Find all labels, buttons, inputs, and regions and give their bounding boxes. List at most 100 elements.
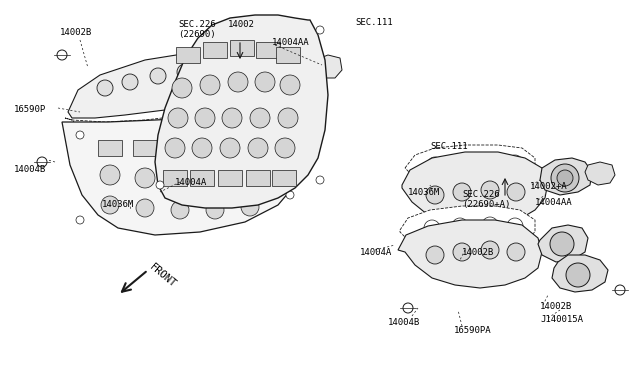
Circle shape [172, 78, 192, 98]
Polygon shape [68, 52, 282, 118]
Circle shape [165, 138, 185, 158]
Circle shape [101, 196, 119, 214]
Circle shape [286, 191, 294, 199]
Bar [230, 40, 254, 56]
Text: 14002B: 14002B [462, 248, 494, 257]
Circle shape [316, 26, 324, 34]
Circle shape [481, 241, 499, 259]
Circle shape [271, 54, 299, 82]
Circle shape [241, 198, 259, 216]
Text: 14004A: 14004A [360, 248, 392, 257]
Circle shape [481, 181, 499, 199]
Circle shape [280, 75, 300, 95]
Text: 14036M: 14036M [102, 200, 134, 209]
Circle shape [275, 138, 295, 158]
Polygon shape [402, 152, 548, 228]
Circle shape [192, 138, 212, 158]
Text: 14036M: 14036M [408, 188, 440, 197]
Circle shape [277, 60, 293, 76]
Polygon shape [400, 206, 535, 250]
Circle shape [103, 131, 121, 149]
Circle shape [205, 170, 225, 190]
Circle shape [168, 108, 188, 128]
Polygon shape [585, 162, 615, 185]
Polygon shape [398, 220, 542, 288]
Text: 14004AA: 14004AA [535, 198, 573, 207]
Polygon shape [62, 118, 298, 235]
Circle shape [557, 170, 573, 186]
Bar [98, 140, 122, 156]
Circle shape [206, 201, 224, 219]
Circle shape [507, 243, 525, 261]
Circle shape [507, 155, 523, 171]
Circle shape [291, 141, 299, 149]
Text: FRONT: FRONT [148, 262, 179, 290]
Bar [190, 170, 214, 186]
Circle shape [230, 62, 246, 78]
Text: 16590PA: 16590PA [454, 326, 492, 335]
Bar [246, 170, 270, 186]
Circle shape [204, 62, 220, 78]
Circle shape [507, 218, 523, 234]
Text: 16590P: 16590P [14, 105, 46, 114]
Circle shape [170, 170, 190, 190]
Circle shape [482, 217, 498, 233]
Text: 14004A: 14004A [175, 178, 207, 187]
Text: 14004AA: 14004AA [272, 38, 310, 47]
Circle shape [220, 138, 240, 158]
Bar [276, 47, 300, 63]
Text: (22690): (22690) [178, 30, 216, 39]
Circle shape [482, 154, 498, 170]
Circle shape [453, 243, 471, 261]
Polygon shape [538, 225, 588, 262]
Bar [218, 170, 242, 186]
Text: 14004B: 14004B [388, 318, 420, 327]
Bar [163, 170, 187, 186]
Text: 14002: 14002 [228, 20, 255, 29]
Text: SEC.111: SEC.111 [355, 18, 392, 27]
Circle shape [452, 218, 468, 234]
Text: 14002B: 14002B [60, 28, 92, 37]
Circle shape [453, 183, 471, 201]
Polygon shape [405, 145, 535, 185]
Polygon shape [540, 158, 592, 195]
Circle shape [550, 232, 574, 256]
Circle shape [248, 138, 268, 158]
Circle shape [566, 263, 590, 287]
Circle shape [615, 285, 625, 295]
Circle shape [427, 157, 443, 173]
Circle shape [150, 68, 166, 84]
Circle shape [200, 75, 220, 95]
Circle shape [136, 199, 154, 217]
Circle shape [278, 108, 298, 128]
Text: 14004B: 14004B [14, 165, 46, 174]
Bar [133, 140, 157, 156]
Circle shape [222, 108, 242, 128]
Text: SEC.226: SEC.226 [462, 190, 500, 199]
Circle shape [255, 72, 275, 92]
Circle shape [76, 216, 84, 224]
Circle shape [250, 108, 270, 128]
Polygon shape [312, 55, 342, 78]
Circle shape [228, 72, 248, 92]
Circle shape [201, 141, 219, 159]
Circle shape [177, 64, 193, 80]
Bar [203, 140, 227, 156]
Circle shape [454, 155, 470, 171]
Circle shape [76, 131, 84, 139]
Circle shape [171, 201, 189, 219]
Circle shape [426, 186, 444, 204]
Circle shape [316, 176, 324, 184]
Circle shape [259, 129, 277, 147]
Circle shape [424, 220, 440, 236]
Circle shape [100, 165, 120, 185]
Circle shape [240, 168, 260, 188]
Circle shape [507, 183, 525, 201]
Circle shape [97, 80, 113, 96]
Circle shape [122, 74, 138, 90]
Circle shape [233, 137, 251, 155]
Circle shape [57, 50, 67, 60]
Bar [272, 170, 296, 186]
Polygon shape [155, 15, 328, 208]
Bar [168, 140, 192, 156]
